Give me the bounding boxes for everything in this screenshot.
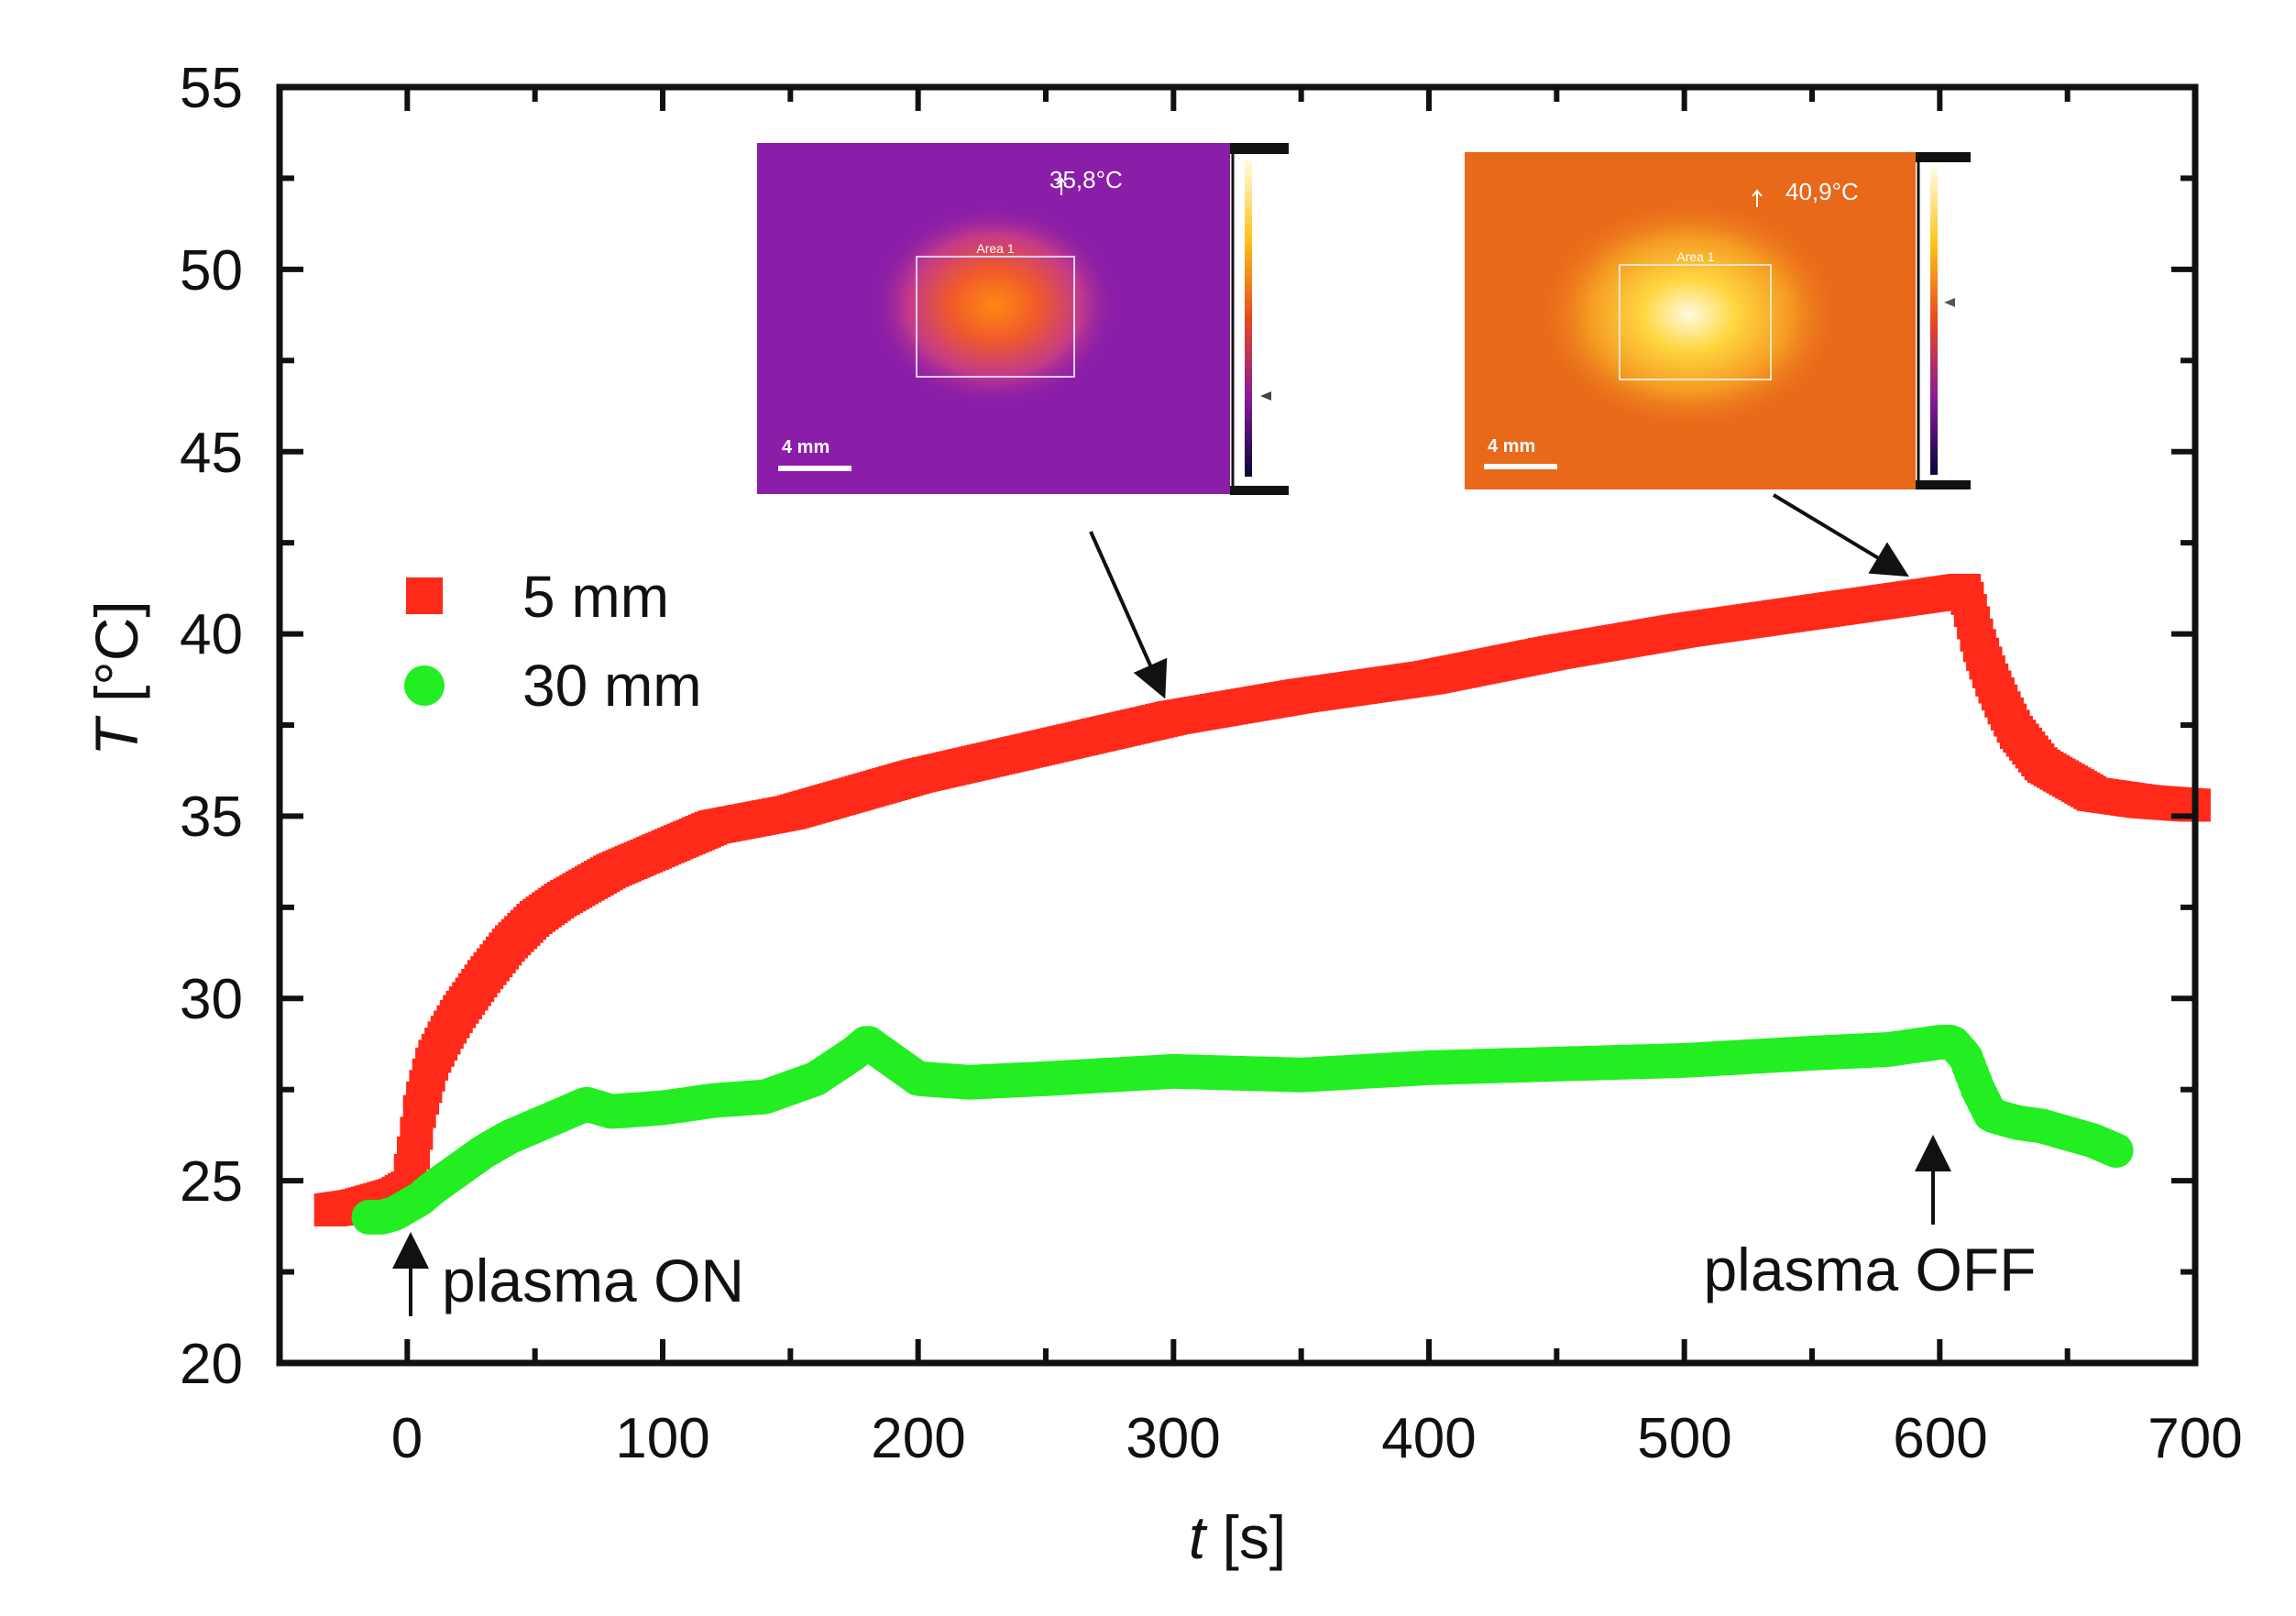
area-label-2: Area 1 — [1676, 249, 1714, 264]
legend-marker-30mm — [404, 665, 445, 706]
area-label-1: Area 1 — [976, 241, 1014, 256]
y-tick-label-25: 25 — [180, 1150, 243, 1214]
colorbar-pointer-icon — [1260, 391, 1271, 401]
max-temp-label-2: 40,9°C — [1785, 178, 1859, 205]
y-tick-label-30: 30 — [180, 968, 243, 1031]
scale-label-2: 4 mm — [1488, 436, 1535, 456]
data-point — [2098, 1133, 2134, 1169]
thermal-inset-1: Area 1 35,8°C 4 mm — [757, 143, 1289, 495]
area-box-2 — [1619, 264, 1772, 380]
x-tick-label-400: 400 — [1381, 1407, 1476, 1470]
legend-label-5mm: 5 mm — [522, 564, 669, 630]
colorbar-pointer-icon — [1944, 298, 1955, 307]
colorbar-cap-bottom-2 — [1916, 480, 1971, 489]
y-tick-label-55: 55 — [180, 57, 243, 120]
x-tick-label-500: 500 — [1637, 1407, 1731, 1470]
scale-bar-1 — [778, 466, 851, 471]
x-tick-label-200: 200 — [871, 1407, 965, 1470]
plasma-on-annotation: plasma ON — [392, 1232, 744, 1316]
x-tick-labels: 0 100 200 300 400 500 600 700 — [391, 1407, 2243, 1470]
up-arrow-icon — [1752, 189, 1763, 207]
y-axis-title: T [°C] — [82, 600, 150, 755]
y-tick-label-40: 40 — [180, 603, 243, 666]
area-box-1 — [916, 256, 1075, 378]
series-5mm — [313, 574, 2211, 1226]
series-30mm — [351, 1025, 2134, 1235]
legend-label-30mm: 30 mm — [522, 653, 702, 719]
x-tick-label-700: 700 — [2148, 1407, 2242, 1470]
y-tick-label-50: 50 — [180, 239, 243, 302]
y-tick-label-35: 35 — [180, 786, 243, 849]
x-tick-label-0: 0 — [391, 1407, 423, 1470]
thermal-inset-2: Area 1 40,9°C 4 mm — [1465, 152, 1971, 489]
scale-label-1: 4 mm — [782, 437, 829, 457]
colorbar-2 — [1930, 168, 1938, 475]
scale-bar-2 — [1484, 464, 1557, 469]
colorbar-1 — [1245, 160, 1252, 477]
inset-2-pointer-arrow — [1772, 493, 1909, 577]
axis-ticks — [280, 84, 2198, 1366]
plasma-off-label: plasma OFF — [1703, 1236, 2036, 1303]
legend: 5 mm 30 mm — [404, 564, 702, 719]
y-tick-labels: 20 25 30 35 40 45 50 55 — [180, 57, 243, 1396]
colorbar-panel-1 — [1230, 143, 1285, 494]
x-tick-label-600: 600 — [1893, 1407, 1987, 1470]
plasma-off-annotation: plasma OFF — [1703, 1135, 2037, 1303]
x-tick-label-300: 300 — [1126, 1407, 1220, 1470]
colorbar-cap-bottom-1 — [1230, 486, 1289, 495]
plasma-on-label: plasma ON — [442, 1247, 744, 1314]
colorbar-cap-top-1 — [1230, 143, 1289, 154]
hotspot-2 — [1533, 195, 1845, 434]
y-tick-label-45: 45 — [180, 422, 243, 485]
x-axis-title: t [s] — [1189, 1503, 1286, 1571]
legend-marker-5mm — [406, 577, 443, 614]
colorbar-cap-top-2 — [1916, 152, 1971, 162]
inset-1-pointer-arrow — [1089, 531, 1168, 699]
hotspot-1 — [871, 204, 1118, 406]
up-arrow-icon — [1056, 177, 1067, 195]
y-tick-label-20: 20 — [180, 1333, 243, 1396]
colorbar-panel-2 — [1916, 152, 1967, 489]
x-tick-label-100: 100 — [615, 1407, 709, 1470]
